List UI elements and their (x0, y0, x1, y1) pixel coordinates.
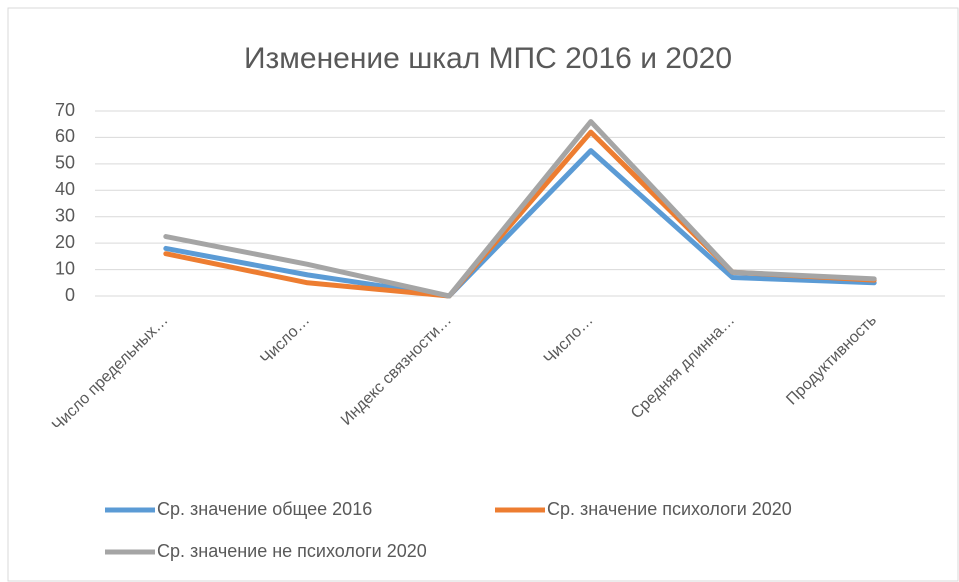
y-tick-label: 0 (65, 285, 75, 305)
y-tick-label: 50 (55, 153, 75, 173)
legend-label: Ср. значение не психологи 2020 (157, 541, 427, 561)
series-line (163, 119, 877, 299)
legend-label: Ср. значение общее 2016 (157, 499, 372, 519)
y-tick-label: 60 (55, 126, 75, 146)
y-tick-label: 30 (55, 205, 75, 225)
series-line (163, 148, 877, 299)
legend-label: Ср. значение психологи 2020 (547, 499, 792, 519)
y-tick-label: 10 (55, 258, 75, 278)
y-tick-label: 40 (55, 179, 75, 199)
chart-title: Изменение шкал МПС 2016 и 2020 (244, 42, 732, 75)
y-tick-label: 70 (55, 100, 75, 120)
y-tick-label: 20 (55, 232, 75, 252)
chart-border (7, 7, 959, 582)
